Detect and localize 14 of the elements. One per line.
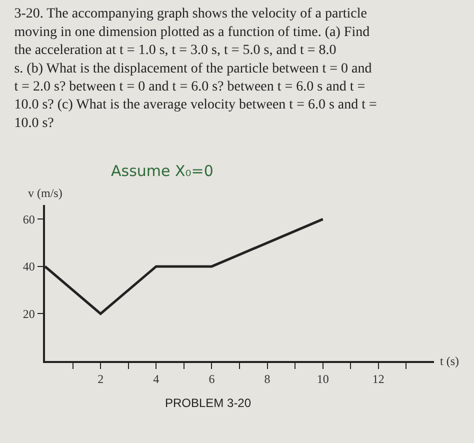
x-tick-label: 8: [264, 372, 270, 386]
x-tick-label: 12: [372, 372, 384, 386]
x-tick-label: 2: [98, 372, 104, 386]
chart-title: 3-20. The accompanying graph shows the velocity of a particle moving in one dimension plotted as a function of time. (a) Find the acceleration at t = 1.0 s, t = 3.0 s, t = 5.0 s, and t = 8.0 s. (b) What is the displacement of the particle between t = 0 and t = 2.0 s? between t = 0 and t = 6.0 s? between t = 6.0 s and t = 10.0 s? (c) What is the average velocity between t = 6.0 s and t = 10.0 s?: [14, 6, 378, 131]
y-tick-label: 60: [22, 212, 35, 226]
y-tick-label: 40: [22, 260, 35, 274]
y-tick-label: 20: [22, 306, 35, 321]
text: Assume X₀=0: [111, 162, 214, 180]
x-tick-label: 4: [153, 372, 160, 386]
y-axis-title: v (m/s): [28, 186, 62, 200]
x-tick-label: 6: [208, 372, 215, 386]
x-axis-title: t (s): [440, 354, 459, 368]
text: PROBLEM 3-20: [165, 396, 252, 410]
x-tick-label: 10: [316, 372, 329, 386]
